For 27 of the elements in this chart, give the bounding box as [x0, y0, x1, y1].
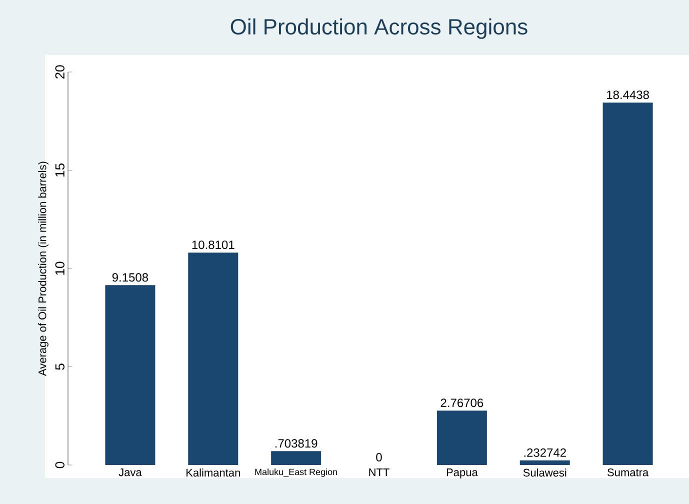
bar [436, 410, 487, 465]
data-label: .232742 [524, 448, 566, 457]
x-tick-label: Sumatra [608, 468, 649, 476]
data-label: 10.8101 [192, 240, 234, 250]
bar [520, 460, 570, 465]
x-tick-label: Sulawesi [523, 468, 566, 477]
data-label: 9.1508 [112, 273, 148, 282]
y-tick-label: 5 [55, 364, 64, 370]
y-tick-label: 20 [55, 65, 64, 79]
bar [271, 451, 322, 465]
y-axis-title: Average of Oil Production (in million barrels) [38, 162, 48, 376]
x-tick-label: Papua [446, 468, 478, 478]
x-tick-label: Maluku_East Region [255, 468, 337, 477]
data-label: 2.76706 [440, 398, 484, 408]
bar [105, 285, 156, 465]
chart-title: Oil Production Across Regions [230, 18, 528, 39]
x-tick-label: NTT [369, 468, 390, 476]
bar [602, 102, 653, 465]
x-tick-label: Kalimantan [186, 468, 240, 477]
y-tick-label: 0 [55, 462, 64, 468]
data-label: .703819 [275, 439, 318, 448]
data-label: 18.4438 [607, 90, 649, 100]
x-tick-label: Java [118, 468, 142, 476]
data-label: 0 [376, 452, 382, 462]
y-tick-label: 10 [55, 262, 64, 275]
bar [188, 252, 238, 465]
y-tick-label: 15 [55, 164, 64, 176]
